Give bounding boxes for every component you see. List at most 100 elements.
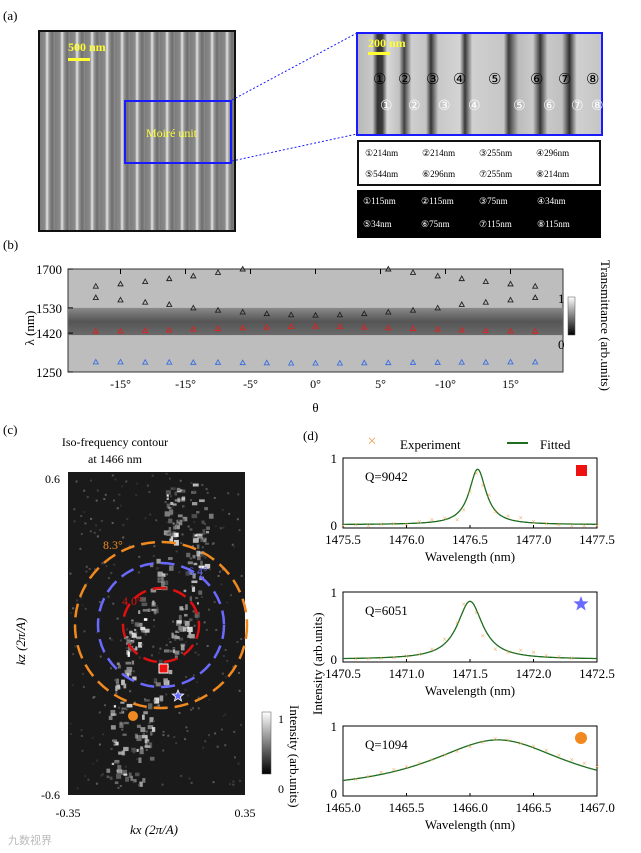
background-noise (171, 506, 174, 509)
background-noise (144, 517, 147, 520)
intensity-speckle (175, 630, 180, 633)
background-noise (135, 631, 138, 634)
background-noise (179, 479, 182, 482)
background-noise (145, 730, 148, 733)
experiment-point: × (455, 747, 460, 756)
background-noise (116, 617, 119, 620)
background-noise (156, 607, 159, 610)
background-noise (178, 711, 181, 714)
background-noise (204, 740, 207, 743)
background-noise (83, 489, 86, 492)
intensity-speckle (184, 613, 188, 617)
intensity-speckle (161, 573, 166, 577)
background-noise (185, 675, 188, 678)
mode-marker-blue (507, 358, 514, 365)
background-noise (92, 762, 95, 765)
experiment-point: × (506, 512, 511, 521)
background-noise (95, 782, 98, 785)
legend-fitted: Fitted (540, 437, 571, 452)
intensity-speckle (170, 531, 176, 537)
title-line-2: at 1466 nm (88, 452, 142, 466)
background-noise (161, 540, 164, 543)
background-noise (85, 582, 88, 585)
background-noise (233, 756, 236, 759)
background-noise (132, 780, 135, 783)
x-tick-label: 1476.5 (452, 532, 488, 547)
mode-marker-red (92, 327, 100, 334)
background-noise (238, 689, 241, 692)
background-noise (95, 524, 98, 527)
intensity-speckle (138, 757, 142, 764)
background-noise (191, 585, 194, 588)
mode-marker-lower-black (239, 308, 246, 315)
background-noise (101, 562, 104, 565)
intensity-speckle (172, 647, 176, 654)
segment-number-bottom: ③ (438, 99, 451, 114)
mode-marker-lower-black (385, 308, 392, 315)
background-noise (81, 604, 84, 607)
y-tick-label: 1 (331, 719, 338, 734)
background-noise (201, 546, 204, 549)
background-noise (72, 607, 75, 610)
background-noise (90, 517, 93, 520)
panel-label-d: (d) (303, 428, 319, 443)
intensity-speckle (182, 516, 188, 522)
intensity-speckle (129, 630, 133, 634)
background-noise (98, 601, 101, 604)
experiment-point: × (404, 762, 409, 771)
x-tick-label: -15° (110, 377, 131, 391)
mode-marker-upper-black (385, 265, 392, 272)
experiment-point: × (379, 654, 384, 663)
experiment-point: × (557, 751, 562, 760)
intensity-speckle (174, 491, 178, 496)
sem-image: 500 nm Moiré unit (38, 30, 236, 232)
mode-marker-red (287, 323, 295, 329)
background-noise (80, 735, 83, 738)
experiment-point: × (531, 517, 536, 526)
experiment-point: × (430, 515, 435, 524)
intensity-speckle (174, 655, 178, 660)
intensity-speckle (140, 727, 146, 733)
x-tick-label: 15° (502, 377, 519, 391)
intensity-speckle (176, 523, 180, 529)
background-noise (213, 496, 216, 499)
background-noise (114, 478, 117, 481)
background-noise (229, 783, 232, 786)
intensity-speckle (200, 560, 203, 566)
intensity-speckle (196, 602, 199, 605)
mode-marker-upper-black (92, 282, 100, 289)
background-noise (180, 774, 183, 777)
mode-marker-blue (409, 358, 417, 365)
intensity-speckle (116, 684, 121, 689)
x-tick-label: -10° (435, 377, 456, 391)
background-noise (224, 744, 227, 747)
background-noise (82, 685, 85, 688)
experiment-point: × (455, 515, 460, 524)
background-noise (153, 720, 156, 723)
zoom-scale-bar-label: 200 nm (368, 36, 406, 50)
intensity-speckle (114, 781, 119, 785)
background-noise (111, 522, 114, 525)
background-noise (100, 774, 103, 777)
background-noise (174, 638, 177, 641)
intensity-speckle (118, 751, 124, 755)
intensity-speckle (128, 772, 132, 778)
mode-marker-red (507, 327, 514, 334)
intensity-speckle (134, 622, 139, 627)
background-noise (240, 638, 243, 641)
intensity-speckle (155, 682, 161, 687)
background-noise (104, 493, 107, 496)
background-noise (146, 484, 149, 487)
star-marker (171, 688, 185, 702)
background-noise (203, 537, 206, 540)
dispersion-chart: 1700 1530 1420 1250 -15° -15° -5° 0° 5° -10° 15° θ λ… (22, 262, 576, 415)
background-noise (201, 483, 204, 486)
intensity-speckle (189, 528, 193, 531)
background-noise (133, 637, 136, 640)
segment-number-bottom: ⑥ (543, 99, 556, 114)
mode-marker-blue (385, 359, 392, 366)
intensity-speckle (132, 676, 137, 681)
mode-marker-red (190, 325, 197, 332)
intensity-speckle (122, 733, 127, 736)
background-noise (206, 644, 209, 647)
